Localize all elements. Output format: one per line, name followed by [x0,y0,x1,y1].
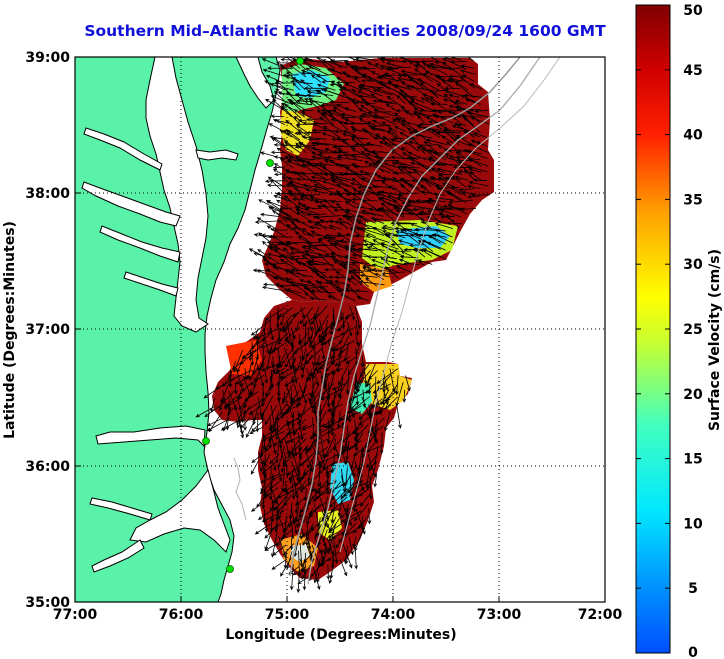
isobath-slope [307,57,541,585]
isobath-inner [339,57,561,553]
colorbar-tick-label: 50 [683,3,703,19]
x-tick-label: 72:00 [578,607,623,623]
colorbar-tick-label: 25 [683,322,702,338]
y-tick-label: 38:00 [25,186,70,202]
radar-station [202,437,210,445]
patuxent-river [83,127,163,171]
york-river [123,271,179,297]
pamlico-river [89,497,153,521]
grid-lines [75,57,605,602]
isobath-shelf-break [289,57,521,577]
rappahannock-river [99,225,181,263]
isobath-coastal [233,457,247,521]
colorbar-tick-label: 40 [683,128,703,144]
y-axis [75,56,81,603]
y-tick-label: 37:00 [25,322,70,338]
x-axis-title: Longitude (Degrees:Minutes) [225,627,456,643]
x-tick-label: 73:00 [477,607,522,623]
x-tick-label: 76:00 [159,607,204,623]
y-axis-title: Latitude (Degrees:Minutes) [2,221,18,439]
colorbar-tick-label: 10 [683,516,703,532]
y-tick-label: 39:00 [25,50,70,66]
colorbar-tick-label: 0 [688,645,698,659]
colorbar-ticks [636,4,670,654]
pamlico-sound [129,468,231,553]
chart-title: Southern Mid–Atlantic Raw Velocities 200… [84,22,606,40]
colorbar-tick-label: 15 [683,452,702,468]
x-tick-label: 77:00 [53,607,98,623]
neuse-river [91,539,145,573]
velocity-arrows [195,57,490,594]
x-tick-label: 74:00 [371,607,416,623]
colorbar [635,4,671,654]
colorbar-tick-label: 5 [688,581,698,597]
velocity-vectors [195,57,490,594]
x-axis [74,596,606,602]
radar-station [266,159,274,167]
potomac-river [81,181,181,227]
delaware-bay [235,57,275,109]
colorbar-title: Surface Velocity (cm/s) [707,249,723,431]
colorbar-tick-label: 35 [683,192,702,208]
land-mass [75,57,281,602]
colorbar-tick-label: 30 [683,257,703,273]
radar-station [296,57,304,65]
colorbar-labels: 0 5 10 15 20 25 30 35 40 45 50 [683,3,703,659]
y-tick-label: 36:00 [25,459,70,475]
velocity-field-middle [212,300,412,580]
y-tick-label: 35:00 [25,595,70,611]
colorbar-tick-label: 45 [683,63,702,79]
velocity-hotspot-mid-core [350,382,372,414]
radar-stations [202,57,304,573]
x-tick-label: 75:00 [265,607,310,623]
colorbar-tick-label: 20 [683,387,703,403]
albemarle-sound [95,425,206,448]
choptank-river [195,149,239,161]
radar-station [226,565,234,573]
